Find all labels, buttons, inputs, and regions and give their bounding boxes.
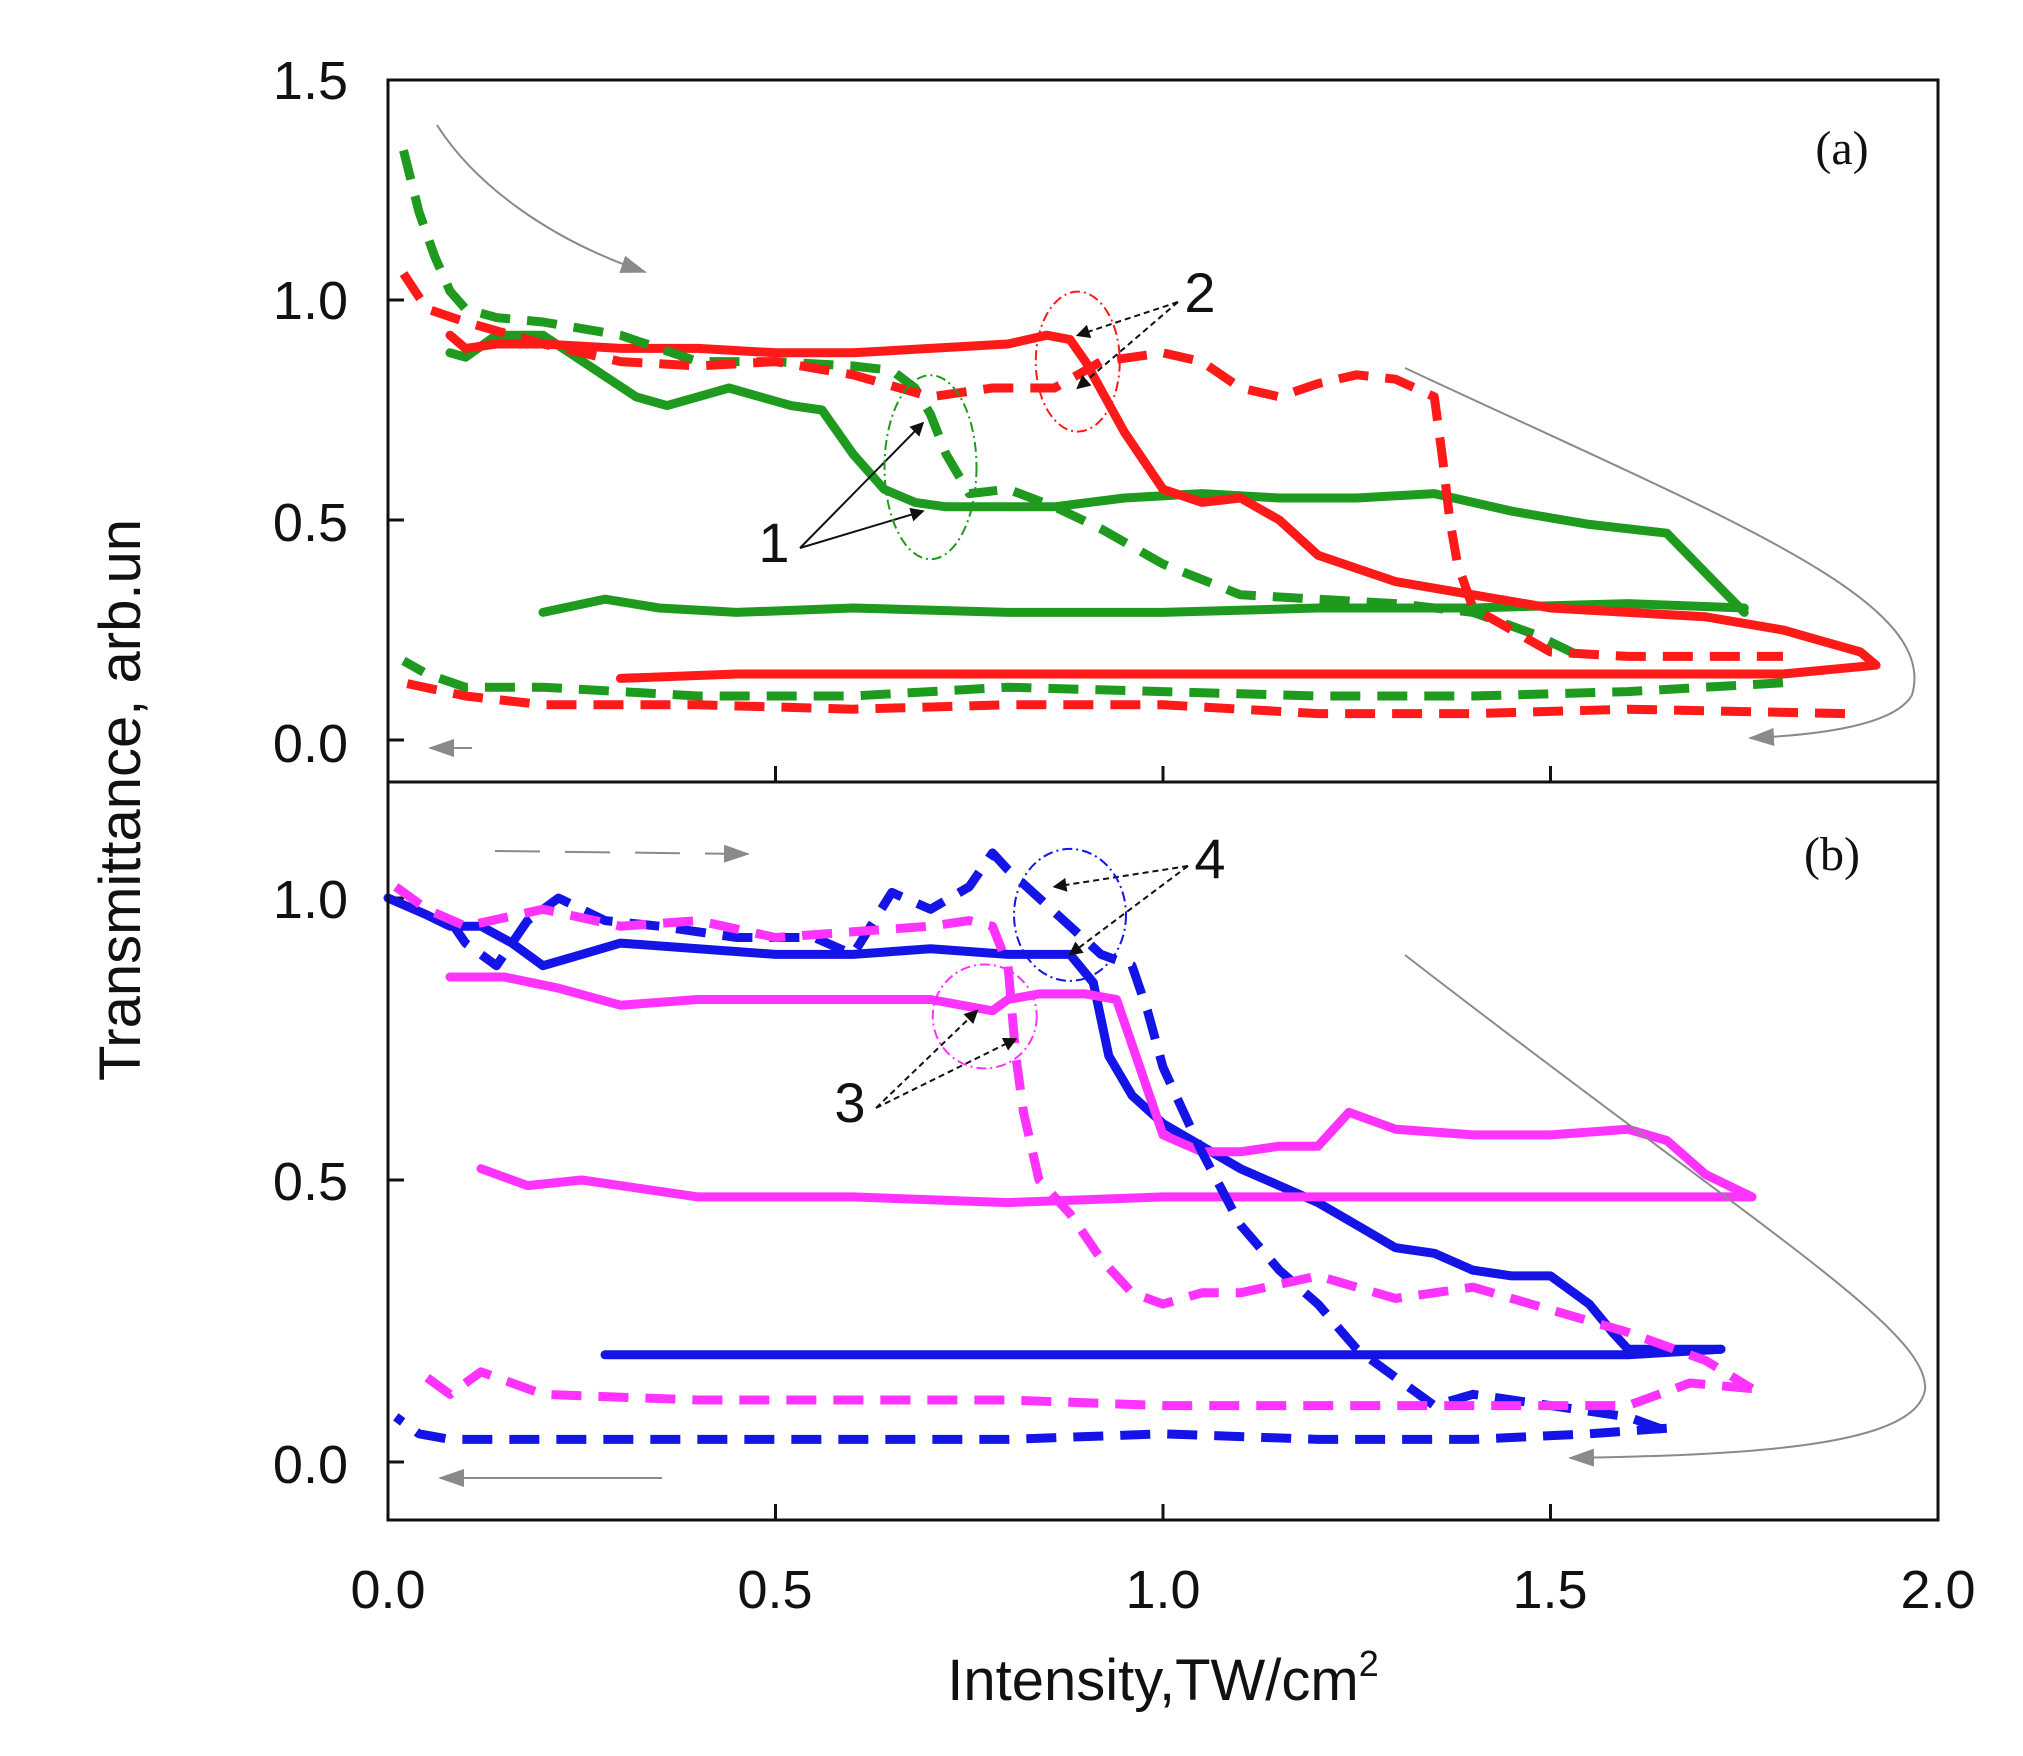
series-blue-dashed-return xyxy=(393,1413,1668,1444)
highlight-ellipse-2 xyxy=(1034,290,1121,433)
y-axis-title: Transmittance, arb.un xyxy=(88,519,153,1081)
highlight-ellipse-1 xyxy=(883,374,978,561)
series-blue-solid-return xyxy=(600,1344,1726,1360)
panel-a-y-tick-label: 1.0 xyxy=(273,271,348,331)
direction-guide-loop-a xyxy=(1404,367,1916,746)
x-tick-label: 2.0 xyxy=(1900,1560,1975,1620)
x-tick-label: 1.0 xyxy=(1125,1560,1200,1620)
x-axis-title-superscript: 2 xyxy=(1359,1643,1379,1684)
direction-guide-arrow-b-top xyxy=(494,844,750,863)
panel-b-frame xyxy=(386,780,1940,1522)
direction-guide-arrow-top xyxy=(436,124,647,273)
panel-a-y-tick-label: 0.5 xyxy=(273,493,348,553)
series-red-dashed-return xyxy=(402,678,1846,719)
panel-a-y-tick-label: 0.0 xyxy=(273,714,348,774)
x-axis-title-text: Intensity,TW/cm xyxy=(947,1648,1358,1713)
panel-b-y-tick-label: 0.0 xyxy=(273,1435,348,1495)
series-magenta-dashed-rising xyxy=(393,883,1755,1393)
highlight-ellipse-4 xyxy=(1013,847,1127,982)
callout-1-pointer xyxy=(799,507,925,549)
callout-2-pointer xyxy=(1075,301,1179,339)
plot-area xyxy=(383,78,1940,1520)
callout-3-pointer xyxy=(875,1009,979,1109)
callout-4-pointer xyxy=(1052,865,1189,892)
series-blue-dashed-rising xyxy=(446,848,1677,1439)
series-red-solid-return xyxy=(616,660,1881,683)
series-green-dashed-return xyxy=(401,656,1784,701)
x-tick-label: 0.0 xyxy=(350,1560,425,1620)
callout-2-pointer xyxy=(1076,301,1179,390)
callout-label-2: 2 xyxy=(1184,261,1215,324)
callout-4-pointer xyxy=(1068,865,1189,956)
callout-label-1: 1 xyxy=(758,511,789,574)
panel-a-y-tick-label: 1.5 xyxy=(273,51,348,111)
callout-label-3: 3 xyxy=(834,1071,865,1134)
panel-b-label: (b) xyxy=(1804,828,1860,881)
series-red-dashed-rising xyxy=(399,271,1783,661)
series-blue-solid-rising xyxy=(383,893,1726,1354)
direction-guide-loop-b xyxy=(1404,954,1927,1467)
panel-b-y-tick-label: 1.0 xyxy=(273,870,348,930)
series-magenta-solid-return xyxy=(476,1164,1757,1208)
series-magenta-dashed-return xyxy=(416,1367,1753,1411)
callout-3-pointer xyxy=(875,1038,1018,1109)
highlight-ellipse-3 xyxy=(931,963,1038,1070)
x-tick-label: 0.5 xyxy=(737,1560,812,1620)
series-green-solid-rising xyxy=(445,330,1749,617)
series-magenta-solid-rising xyxy=(445,972,1757,1202)
callout-label-4: 4 xyxy=(1194,827,1225,890)
callout-1-pointer xyxy=(799,421,925,549)
x-tick-label: 1.5 xyxy=(1512,1560,1587,1620)
x-axis-title: Intensity,TW/cm2 xyxy=(947,1643,1378,1713)
panel-b-y-tick-label: 0.5 xyxy=(273,1152,348,1212)
panel-a-label: (a) xyxy=(1815,122,1868,175)
